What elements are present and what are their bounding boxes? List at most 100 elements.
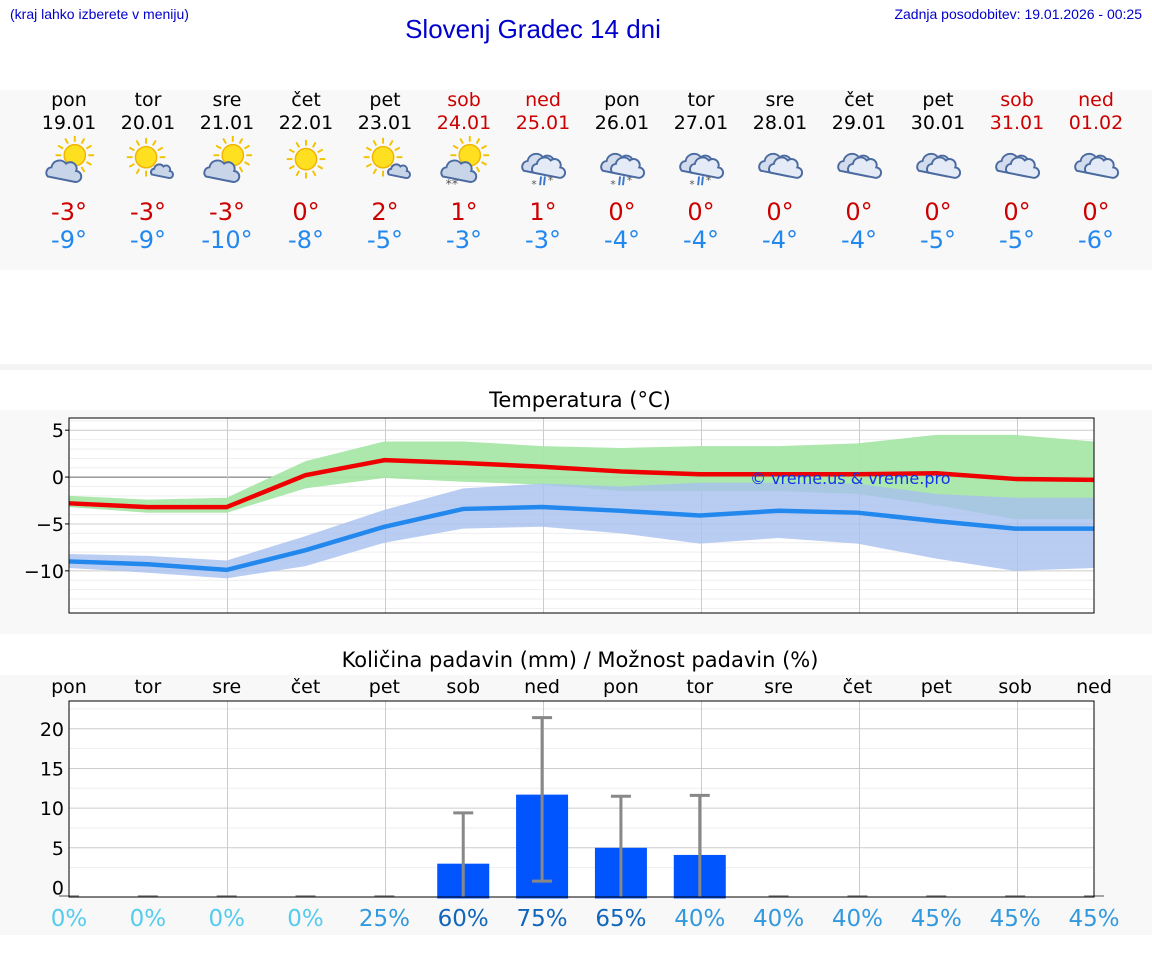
y-tick-label: 10 bbox=[40, 798, 64, 820]
x-category-label: čet bbox=[843, 676, 873, 698]
y-tick-label: 5 bbox=[52, 838, 64, 860]
temp-min: -4° bbox=[683, 226, 719, 254]
precip-probability: 40% bbox=[832, 906, 883, 932]
y-tick-label: 15 bbox=[40, 758, 64, 780]
watermark: © vreme.us & vreme.pro bbox=[750, 469, 951, 488]
temp-max: 0° bbox=[766, 198, 794, 226]
cloud-sleet-icon: * * bbox=[600, 152, 646, 190]
cloud-icon bbox=[916, 152, 962, 179]
temp-max: -3° bbox=[51, 198, 87, 226]
temp-min: -6° bbox=[1078, 226, 1114, 254]
temp-max: 0° bbox=[292, 198, 320, 226]
day-name: sob bbox=[1000, 89, 1034, 111]
precip-probability: 0% bbox=[287, 906, 324, 932]
day-name: pet bbox=[369, 89, 401, 111]
day-name: sre bbox=[212, 89, 242, 111]
precip-probability: 0% bbox=[208, 906, 245, 932]
sun-cloud-snow-icon: ** bbox=[440, 135, 490, 190]
day-date: 23.01 bbox=[357, 112, 413, 134]
y-tick-label: −5 bbox=[36, 514, 64, 536]
y-tick-label: 5 bbox=[52, 420, 64, 442]
y-tick-label: 0 bbox=[52, 467, 64, 489]
sun-cloud-icon bbox=[203, 135, 253, 183]
precip-probability: 40% bbox=[753, 906, 804, 932]
temp-min: -4° bbox=[604, 226, 640, 254]
day-date: 26.01 bbox=[594, 112, 650, 134]
temp-min: -5° bbox=[367, 226, 403, 254]
temp-min: -3° bbox=[446, 226, 482, 254]
temp-chart-title: Temperatura (°C) bbox=[489, 388, 671, 412]
x-category-label: pet bbox=[921, 676, 952, 698]
precip-probability: 45% bbox=[911, 906, 962, 932]
cloud-icon bbox=[837, 152, 883, 179]
temp-max: 1° bbox=[529, 198, 557, 226]
svg-text:*: * bbox=[548, 174, 553, 187]
svg-text:*: * bbox=[610, 178, 615, 190]
max-temp-line bbox=[68, 457, 1095, 510]
temp-min: -3° bbox=[525, 226, 561, 254]
location-hint: (kraj lahko izberete v meniju) bbox=[10, 6, 189, 22]
x-category-label: pon bbox=[603, 676, 639, 698]
day-name: pon bbox=[604, 89, 640, 111]
day-date: 01.02 bbox=[1068, 112, 1124, 134]
x-category-label: sob bbox=[998, 676, 1032, 698]
temp-max: -3° bbox=[130, 198, 166, 226]
x-category-label: sre bbox=[764, 676, 793, 698]
sun-small-cloud-icon bbox=[126, 137, 174, 179]
x-category-label: pet bbox=[369, 676, 400, 698]
precip-probability: 75% bbox=[517, 906, 568, 932]
precip-probability: 0% bbox=[51, 906, 88, 932]
svg-text:**: ** bbox=[446, 176, 459, 190]
day-date: 30.01 bbox=[910, 112, 966, 134]
day-name: tor bbox=[134, 89, 162, 111]
temp-max: -3° bbox=[209, 198, 245, 226]
day-name: ned bbox=[525, 89, 561, 111]
temp-min: -4° bbox=[841, 226, 877, 254]
precip-plot-area bbox=[69, 701, 1094, 897]
y-tick-label: 0 bbox=[52, 877, 64, 899]
temp-min: -4° bbox=[762, 226, 798, 254]
day-name: pet bbox=[922, 89, 954, 111]
temp-max: 0° bbox=[845, 198, 873, 226]
y-tick-label: −10 bbox=[24, 561, 64, 583]
page-title: Slovenj Gradec 14 dni bbox=[405, 14, 661, 44]
min-temp-band bbox=[69, 482, 1094, 579]
temp-min: -5° bbox=[999, 226, 1035, 254]
svg-text:*: * bbox=[689, 178, 694, 190]
day-name: sob bbox=[447, 89, 481, 111]
precip-probability: 65% bbox=[595, 906, 646, 932]
sun-cloud-icon bbox=[45, 135, 95, 183]
precip-probability: 60% bbox=[438, 906, 489, 932]
cloud-icon bbox=[1074, 152, 1120, 179]
day-name: ned bbox=[1078, 89, 1114, 111]
cloud-sleet-icon: * * bbox=[521, 152, 567, 190]
x-category-label: tor bbox=[134, 676, 161, 698]
temp-max: 1° bbox=[450, 198, 478, 226]
day-date: 25.01 bbox=[515, 112, 571, 134]
x-category-label: ned bbox=[1076, 676, 1112, 698]
temp-max: 0° bbox=[608, 198, 636, 226]
day-date: 21.01 bbox=[199, 112, 255, 134]
temp-max: 0° bbox=[924, 198, 952, 226]
sun-icon bbox=[286, 139, 326, 179]
divider bbox=[0, 364, 1152, 370]
cloud-sleet-icon: * * bbox=[679, 152, 725, 190]
precip-probability: 45% bbox=[1068, 906, 1119, 932]
day-date: 28.01 bbox=[752, 112, 808, 134]
svg-text:*: * bbox=[531, 178, 536, 190]
day-date: 24.01 bbox=[436, 112, 492, 134]
temp-min: -10° bbox=[201, 226, 253, 254]
temp-min: -9° bbox=[51, 226, 87, 254]
svg-text:*: * bbox=[627, 174, 632, 187]
precip-probability: 25% bbox=[359, 906, 410, 932]
y-tick-label: 20 bbox=[40, 719, 64, 741]
cloud-icon bbox=[758, 152, 804, 179]
x-category-label: sre bbox=[212, 676, 241, 698]
x-category-label: čet bbox=[291, 676, 321, 698]
x-category-label: sob bbox=[446, 676, 480, 698]
temp-min: -9° bbox=[130, 226, 166, 254]
day-name: pon bbox=[51, 89, 87, 111]
day-date: 20.01 bbox=[120, 112, 176, 134]
temp-max: 0° bbox=[1003, 198, 1031, 226]
